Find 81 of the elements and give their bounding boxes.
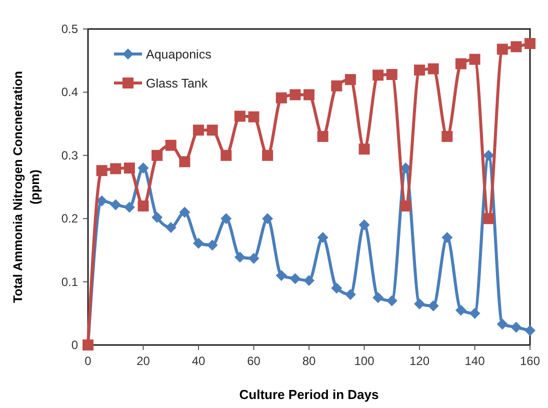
point	[165, 140, 176, 151]
point	[372, 70, 384, 81]
point	[220, 150, 232, 161]
point	[304, 89, 314, 100]
y-tick-label: 0.5	[61, 22, 78, 36]
point	[110, 163, 122, 174]
point	[428, 300, 439, 312]
point	[469, 54, 480, 65]
point	[483, 213, 494, 224]
point	[455, 304, 466, 316]
point	[262, 150, 274, 161]
point	[138, 162, 149, 174]
point	[414, 298, 425, 310]
y-tick-label: 0.1	[61, 274, 78, 289]
point	[386, 295, 398, 306]
point	[496, 44, 508, 55]
point	[110, 199, 122, 210]
point	[193, 124, 204, 136]
point	[317, 232, 328, 244]
point	[344, 288, 356, 300]
point	[165, 222, 176, 233]
point	[344, 74, 356, 86]
point	[248, 252, 260, 264]
point	[317, 130, 328, 142]
point	[124, 202, 135, 213]
point	[262, 213, 274, 224]
point	[124, 162, 135, 174]
point	[152, 150, 163, 161]
point	[206, 124, 218, 136]
point	[358, 219, 370, 230]
x-tick-label: 160	[520, 354, 540, 368]
point	[524, 38, 536, 50]
point	[304, 275, 314, 286]
y-tick-label: 0.2	[61, 212, 78, 226]
point	[442, 130, 453, 142]
point	[414, 64, 425, 76]
point	[179, 156, 190, 168]
point	[469, 308, 480, 319]
y-axis-title: Total Ammonia Nitrogen Concnetration (ppm)	[11, 71, 42, 303]
point	[510, 322, 522, 333]
point	[138, 200, 149, 212]
y-tick-label: 0.4	[61, 85, 78, 100]
x-tick-label: 100	[354, 354, 375, 368]
point	[483, 150, 494, 161]
y-tick-label: 0	[71, 338, 78, 352]
point	[442, 232, 453, 244]
x-tick-label: 120	[409, 354, 430, 368]
point	[331, 80, 342, 92]
legend-label: Aquaponics	[146, 48, 212, 62]
x-tick-label: 0	[84, 354, 92, 368]
point	[455, 58, 466, 70]
point	[400, 200, 412, 212]
point	[510, 41, 522, 52]
point	[234, 252, 246, 263]
point	[179, 206, 190, 218]
y-tick-label: 0.3	[61, 148, 78, 162]
x-axis-title: Culture Period in Days	[239, 387, 379, 402]
point	[331, 282, 342, 294]
point	[206, 240, 218, 251]
point	[276, 92, 287, 104]
point	[428, 63, 439, 74]
legend-label: Glass Tank	[146, 76, 208, 90]
point	[276, 270, 287, 281]
point	[234, 110, 246, 122]
x-tick-label: 40	[192, 354, 206, 368]
point	[290, 89, 301, 100]
x-tick-label: 20	[136, 354, 150, 368]
point	[358, 144, 370, 155]
point	[193, 238, 204, 249]
point	[386, 69, 398, 80]
point	[248, 111, 260, 122]
x-tick-label: 80	[302, 354, 316, 368]
point	[220, 213, 232, 224]
point	[524, 324, 536, 336]
point	[290, 273, 301, 284]
point	[372, 292, 384, 304]
x-tick-label: 140	[464, 354, 486, 368]
point	[96, 165, 108, 176]
point	[152, 212, 163, 223]
x-tick-label: 60	[247, 354, 261, 368]
point	[496, 318, 508, 330]
